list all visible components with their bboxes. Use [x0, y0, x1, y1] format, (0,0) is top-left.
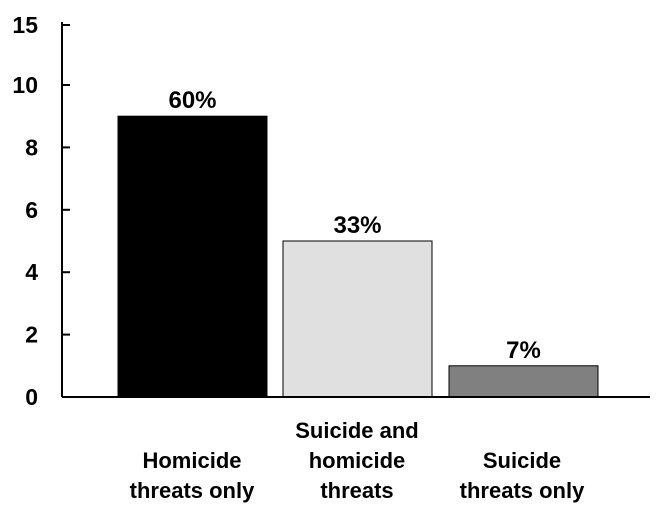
bar-value-label: 33%	[333, 212, 381, 239]
y-tick-label: 0	[25, 384, 38, 410]
y-tick-label: 2	[25, 322, 38, 348]
y-tick-label: 8	[25, 134, 38, 160]
category-label: threats	[320, 478, 393, 503]
category-label: Homicide	[142, 448, 241, 473]
category-label: Suicide and	[295, 418, 418, 443]
category-label: threats only	[130, 478, 255, 503]
category-label: Suicide	[483, 448, 561, 473]
bars: 60% 33% 7%	[117, 87, 599, 398]
y-tick-label: 6	[25, 197, 38, 223]
category-label: threats only	[460, 478, 585, 503]
y-tick-label: 4	[25, 259, 38, 285]
bar	[117, 115, 268, 398]
category-label: homicide	[309, 448, 406, 473]
bar	[282, 240, 433, 398]
y-tick-label: 10	[12, 72, 38, 98]
bar	[448, 365, 599, 398]
bar-value-label: 7%	[506, 337, 541, 364]
category-labels: Homicide threats only Suicide and homicide t…	[130, 418, 585, 503]
y-tick-label: 15	[12, 12, 38, 38]
y-axis: 0 2 4 6 8 10 15	[12, 12, 70, 410]
bar-value-label: 60%	[168, 87, 216, 114]
